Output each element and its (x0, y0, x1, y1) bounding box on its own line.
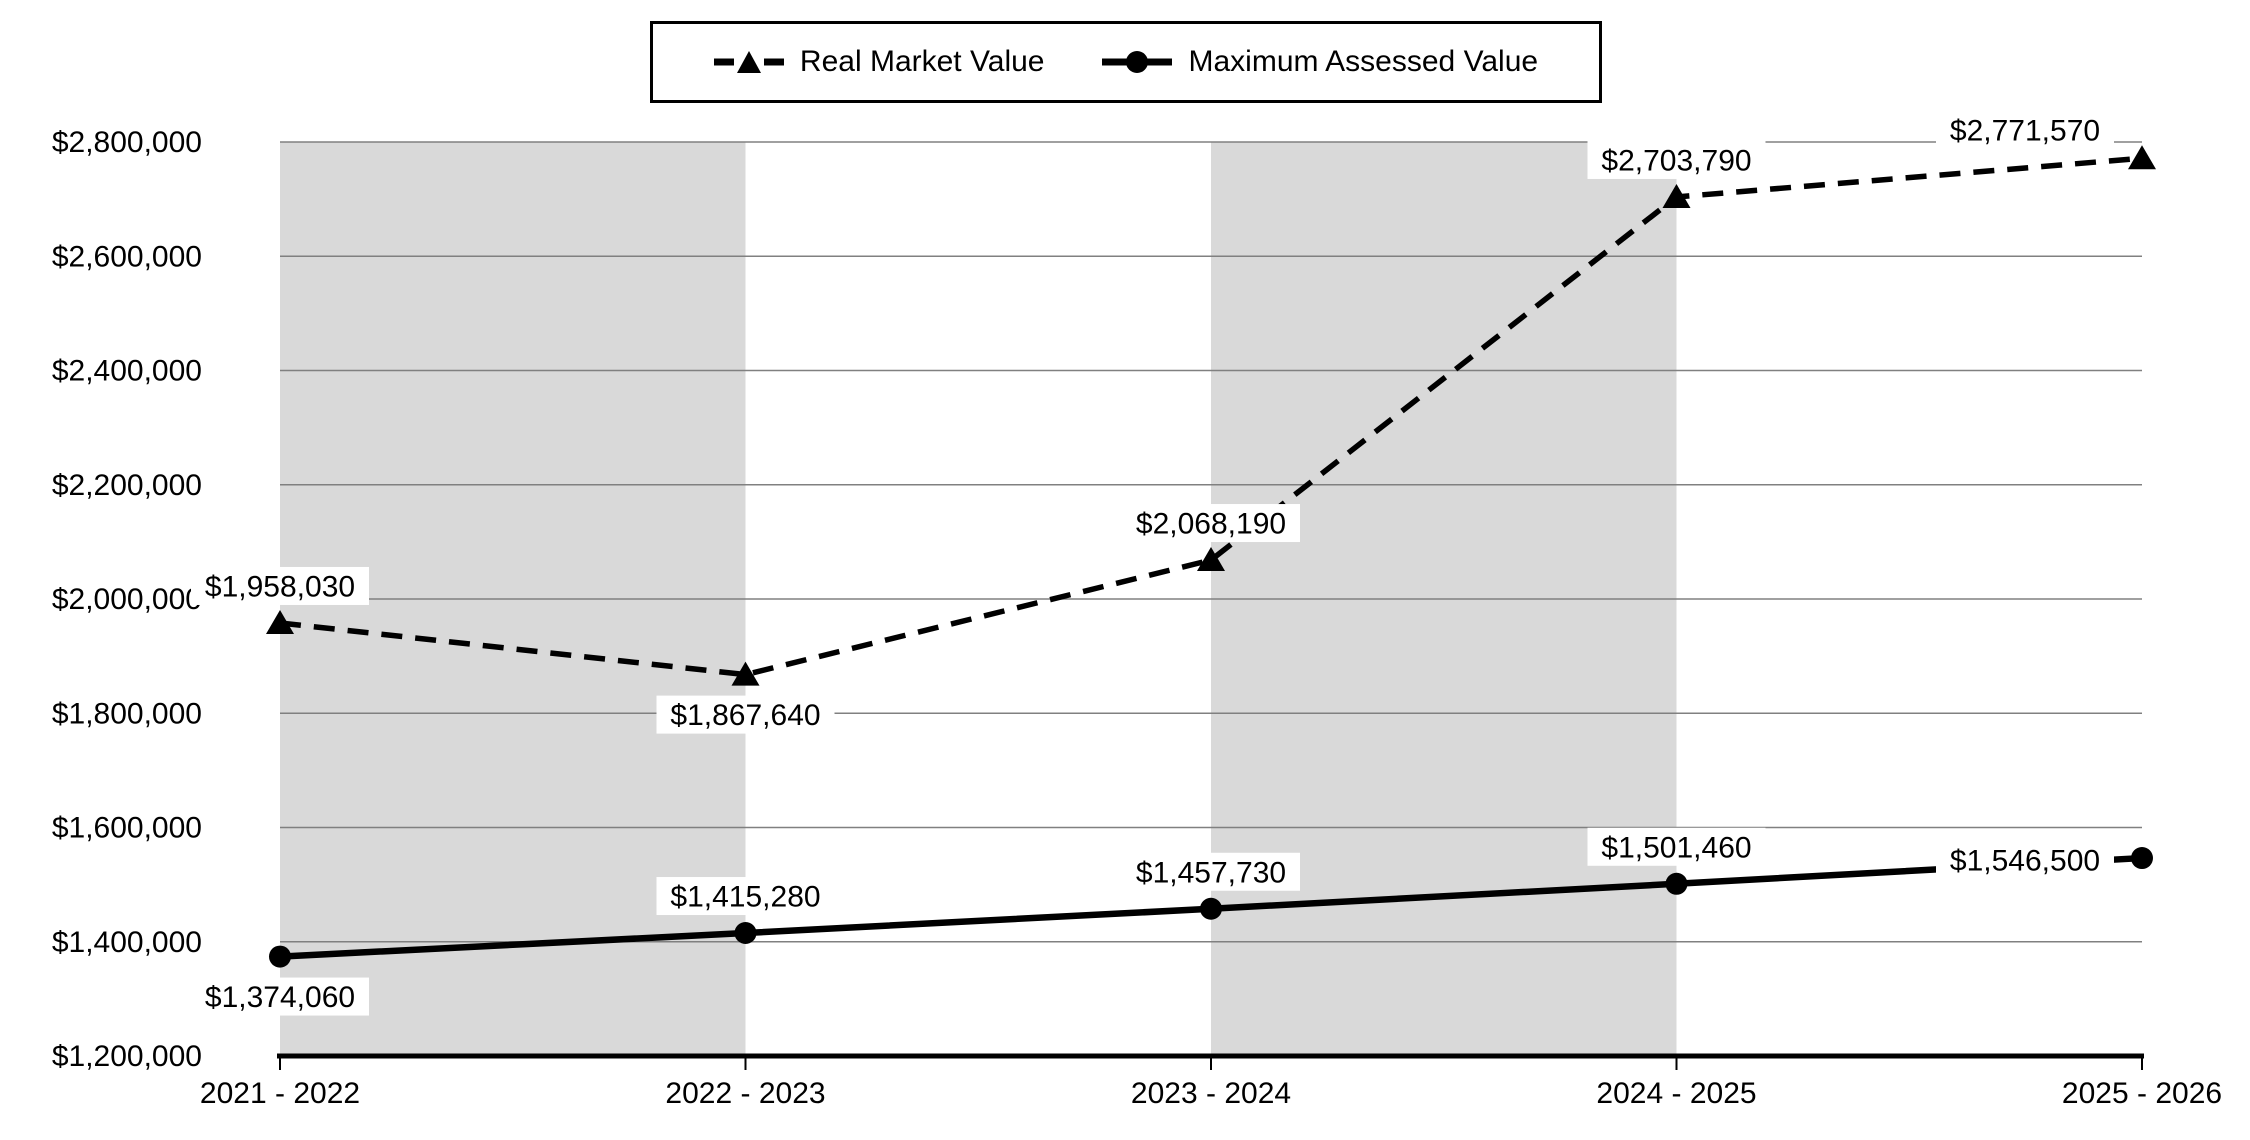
solid-circle-line-icon (1102, 51, 1173, 73)
legend: Real Market Value Maximum Assessed Value (650, 21, 1602, 103)
data-label-box (656, 695, 835, 734)
circle-marker (269, 945, 291, 968)
data-label-box (191, 566, 369, 605)
legend-item-real-market-value: Real Market Value (713, 45, 1045, 79)
circle-marker (2131, 847, 2153, 870)
x-tick-label: 2023 - 2024 (1131, 1077, 1291, 1110)
y-tick-label: $2,000,000 (52, 583, 202, 616)
data-label: $1,958,030 (205, 570, 355, 603)
y-tick-label: $1,800,000 (52, 697, 202, 730)
dashed-triangle-line-icon (713, 51, 784, 73)
series-markers (266, 145, 2156, 968)
triangle-marker (1197, 547, 1225, 572)
data-label: $1,457,730 (1136, 856, 1286, 889)
y-tick-label: $2,200,000 (52, 469, 202, 502)
data-label: $1,546,500 (1950, 845, 2100, 878)
triangle-marker (266, 609, 294, 634)
triangle-marker (731, 661, 760, 686)
data-label-box (1587, 140, 1766, 179)
data-label: $2,068,190 (1136, 508, 1286, 541)
legend-label: Real Market Value (799, 45, 1045, 78)
x-tick-label: 2024 - 2025 (1596, 1077, 1756, 1110)
x-axis (277, 1053, 2144, 1070)
legend-label: Maximum Assessed Value (1188, 45, 1539, 78)
y-tick-label: $2,800,000 (52, 126, 202, 159)
data-label: $1,501,460 (1601, 831, 1751, 864)
triangle-marker (1662, 183, 1691, 208)
x-tick-label: 2025 - 2026 (2062, 1077, 2222, 1110)
data-label: $2,703,790 (1601, 144, 1751, 177)
circle-marker (734, 922, 757, 945)
y-axis-labels: $1,200,000 $1,400,000 $1,600,000 $1,800,000… (52, 126, 202, 1073)
y-tick-label: $1,600,000 (52, 812, 202, 845)
data-label-box (191, 977, 369, 1016)
legend-item-maximum-assessed-value: Maximum Assessed Value (1102, 45, 1538, 79)
data-label: $1,374,060 (205, 981, 355, 1014)
series-line (279, 155, 2143, 678)
data-label: $2,771,570 (1950, 115, 2100, 148)
data-label-box (1122, 852, 1300, 891)
data-label-box (1587, 827, 1766, 866)
circle-marker (1200, 897, 1222, 920)
x-tick-label: 2022 - 2023 (665, 1077, 825, 1110)
data-label: $1,867,640 (670, 699, 820, 732)
circle-marker (1665, 872, 1688, 895)
y-tick-label: $2,600,000 (52, 240, 202, 273)
y-tick-label: $1,400,000 (52, 926, 202, 959)
data-label-box (1936, 841, 2114, 880)
data-label-box (1122, 504, 1300, 543)
gridlines (280, 141, 2142, 943)
data-label-box (1936, 111, 2114, 150)
data-label-box (656, 877, 835, 916)
x-axis-labels: 2021 - 2022 2022 - 2023 2023 - 2024 2024 - … (200, 1077, 2222, 1110)
data-label: $1,415,280 (670, 881, 820, 914)
data-labels: $1,958,030 $1,867,640 $2,068,190 $2,703,790… (191, 111, 2114, 1016)
y-tick-label: $2,400,000 (52, 355, 202, 388)
x-tick-label: 2021 - 2022 (200, 1077, 360, 1110)
y-tick-label: $1,200,000 (52, 1040, 202, 1073)
triangle-marker (2128, 145, 2156, 170)
